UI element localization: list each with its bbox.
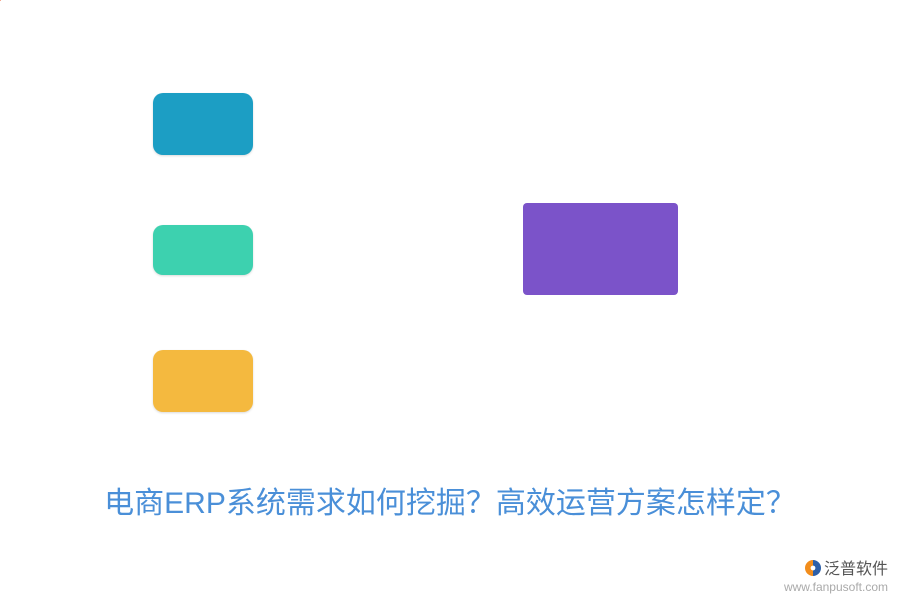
node-bottom [153, 350, 253, 412]
diagram-title: 电商ERP系统需求如何挖掘？高效运营方案怎样定？ [0, 478, 900, 522]
brand-logo-icon [804, 559, 822, 577]
diagram-canvas: 电商ERP系统需求如何挖掘？高效运营方案怎样定？ 泛普软件 www.fanpus… [0, 0, 900, 600]
node-middle [153, 225, 253, 275]
node-top [153, 93, 253, 155]
watermark: 泛普软件 www.fanpusoft.com [784, 559, 888, 594]
watermark-url: www.fanpusoft.com [784, 580, 888, 594]
watermark-brand-text: 泛普软件 [824, 561, 888, 578]
watermark-brand: 泛普软件 [804, 561, 888, 578]
node-target [523, 203, 678, 295]
